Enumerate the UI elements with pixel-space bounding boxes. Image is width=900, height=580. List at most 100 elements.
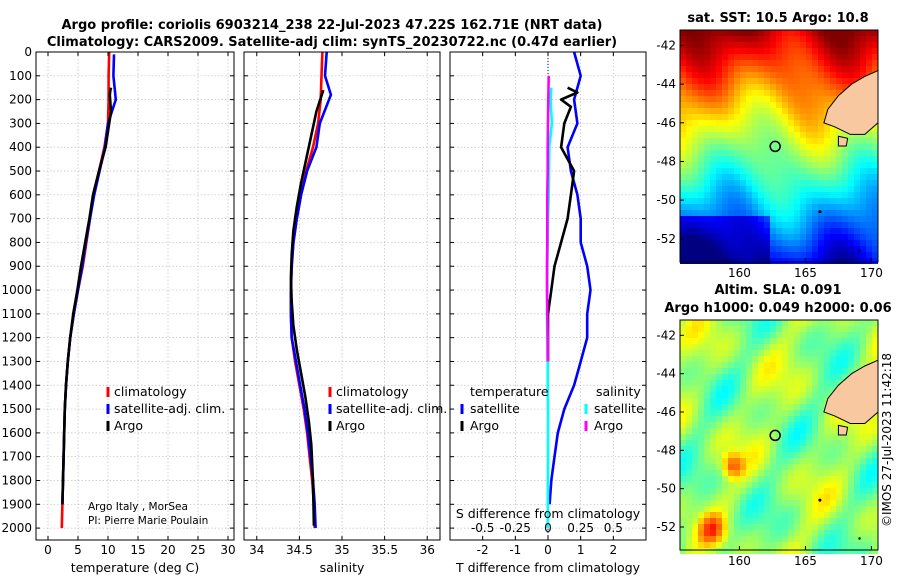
map-cell [824,470,830,476]
map-cell [854,72,860,78]
map-cell [830,36,836,42]
map-cell [770,156,776,162]
map-cell [824,458,830,464]
y-tick-label: 1800 [1,473,32,487]
map-cell [716,42,722,48]
map-cell [776,494,782,500]
map-cell [722,524,728,530]
map-cell [788,386,794,392]
map-cell [704,524,710,530]
map-cell [866,210,872,216]
map-cell [716,398,722,404]
map-cell [860,252,866,258]
map-cell [806,174,812,180]
map-cell [686,66,692,72]
map-cell [734,320,740,326]
map-cell [794,72,800,78]
map-cell [824,246,830,252]
map-cell [782,428,788,434]
map-cell [716,500,722,506]
map-cell [866,180,872,186]
map-cell [740,524,746,530]
map-cell [848,30,854,36]
map-cell [722,488,728,494]
map-cell [770,530,776,536]
map-cell [818,434,824,440]
map-cell [746,150,752,156]
map-cell [782,410,788,416]
map-cell [842,252,848,258]
map-cell [740,404,746,410]
map-cell [740,488,746,494]
map-cell [740,72,746,78]
map-cell [842,470,848,476]
map-cell [758,548,764,554]
island [818,210,822,214]
map-cell [752,356,758,362]
map-cell [728,108,734,114]
map-cell [872,156,878,162]
map-cell [680,210,686,216]
map-cell [782,494,788,500]
map-cell [776,102,782,108]
map-cell [788,138,794,144]
map-cell [794,320,800,326]
map-cell [806,332,812,338]
map-cell [812,126,818,132]
map-cell [746,216,752,222]
map-cell [812,138,818,144]
map-cell [794,392,800,398]
map-cell [806,416,812,422]
map-cell [722,132,728,138]
map-cell [836,536,842,542]
map-cell [740,228,746,234]
map-cell [716,470,722,476]
map-cell [704,512,710,518]
map-cell [746,84,752,90]
map-cell [872,500,878,506]
map-cell [698,132,704,138]
map-cell [782,66,788,72]
map-cell [806,482,812,488]
map-cell [716,482,722,488]
map-cell [806,204,812,210]
map-cell [770,210,776,216]
map-cell [836,506,842,512]
map-cell [728,452,734,458]
map-cell [812,548,818,554]
map-cell [716,252,722,258]
map-cell [788,258,794,264]
map-cell [716,240,722,246]
map-cell [752,234,758,240]
map-cell [794,548,800,554]
map-cell [860,48,866,54]
map-cell [770,326,776,332]
x-tick-label: 160 [728,554,751,568]
map-cell [740,338,746,344]
map-cell [734,126,740,132]
map-cell [824,144,830,150]
map-cell [788,228,794,234]
map-cell [812,392,818,398]
map-cell [692,344,698,350]
map-cell [830,258,836,264]
map-cell [686,102,692,108]
map-cell [686,228,692,234]
map-cell [794,404,800,410]
map-cell [776,512,782,518]
map-cell [830,446,836,452]
map-cell [704,542,710,548]
map-cell [746,374,752,380]
map-cell [752,162,758,168]
map-cell [806,84,812,90]
map-cell [758,150,764,156]
map-cell [686,398,692,404]
map-cell [686,150,692,156]
map-cell [794,542,800,548]
map-cell [704,42,710,48]
map-cell [764,446,770,452]
map-cell [686,180,692,186]
map-cell [794,222,800,228]
map-cell [740,458,746,464]
map-cell [830,386,836,392]
